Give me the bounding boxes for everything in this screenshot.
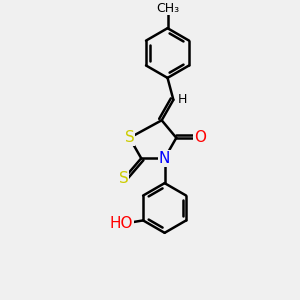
Text: S: S	[119, 171, 129, 186]
Text: S: S	[125, 130, 134, 145]
Text: N: N	[159, 151, 170, 166]
Text: CH₃: CH₃	[156, 2, 179, 15]
Text: O: O	[194, 130, 206, 145]
Text: H: H	[178, 93, 187, 106]
Text: HO: HO	[110, 216, 133, 231]
